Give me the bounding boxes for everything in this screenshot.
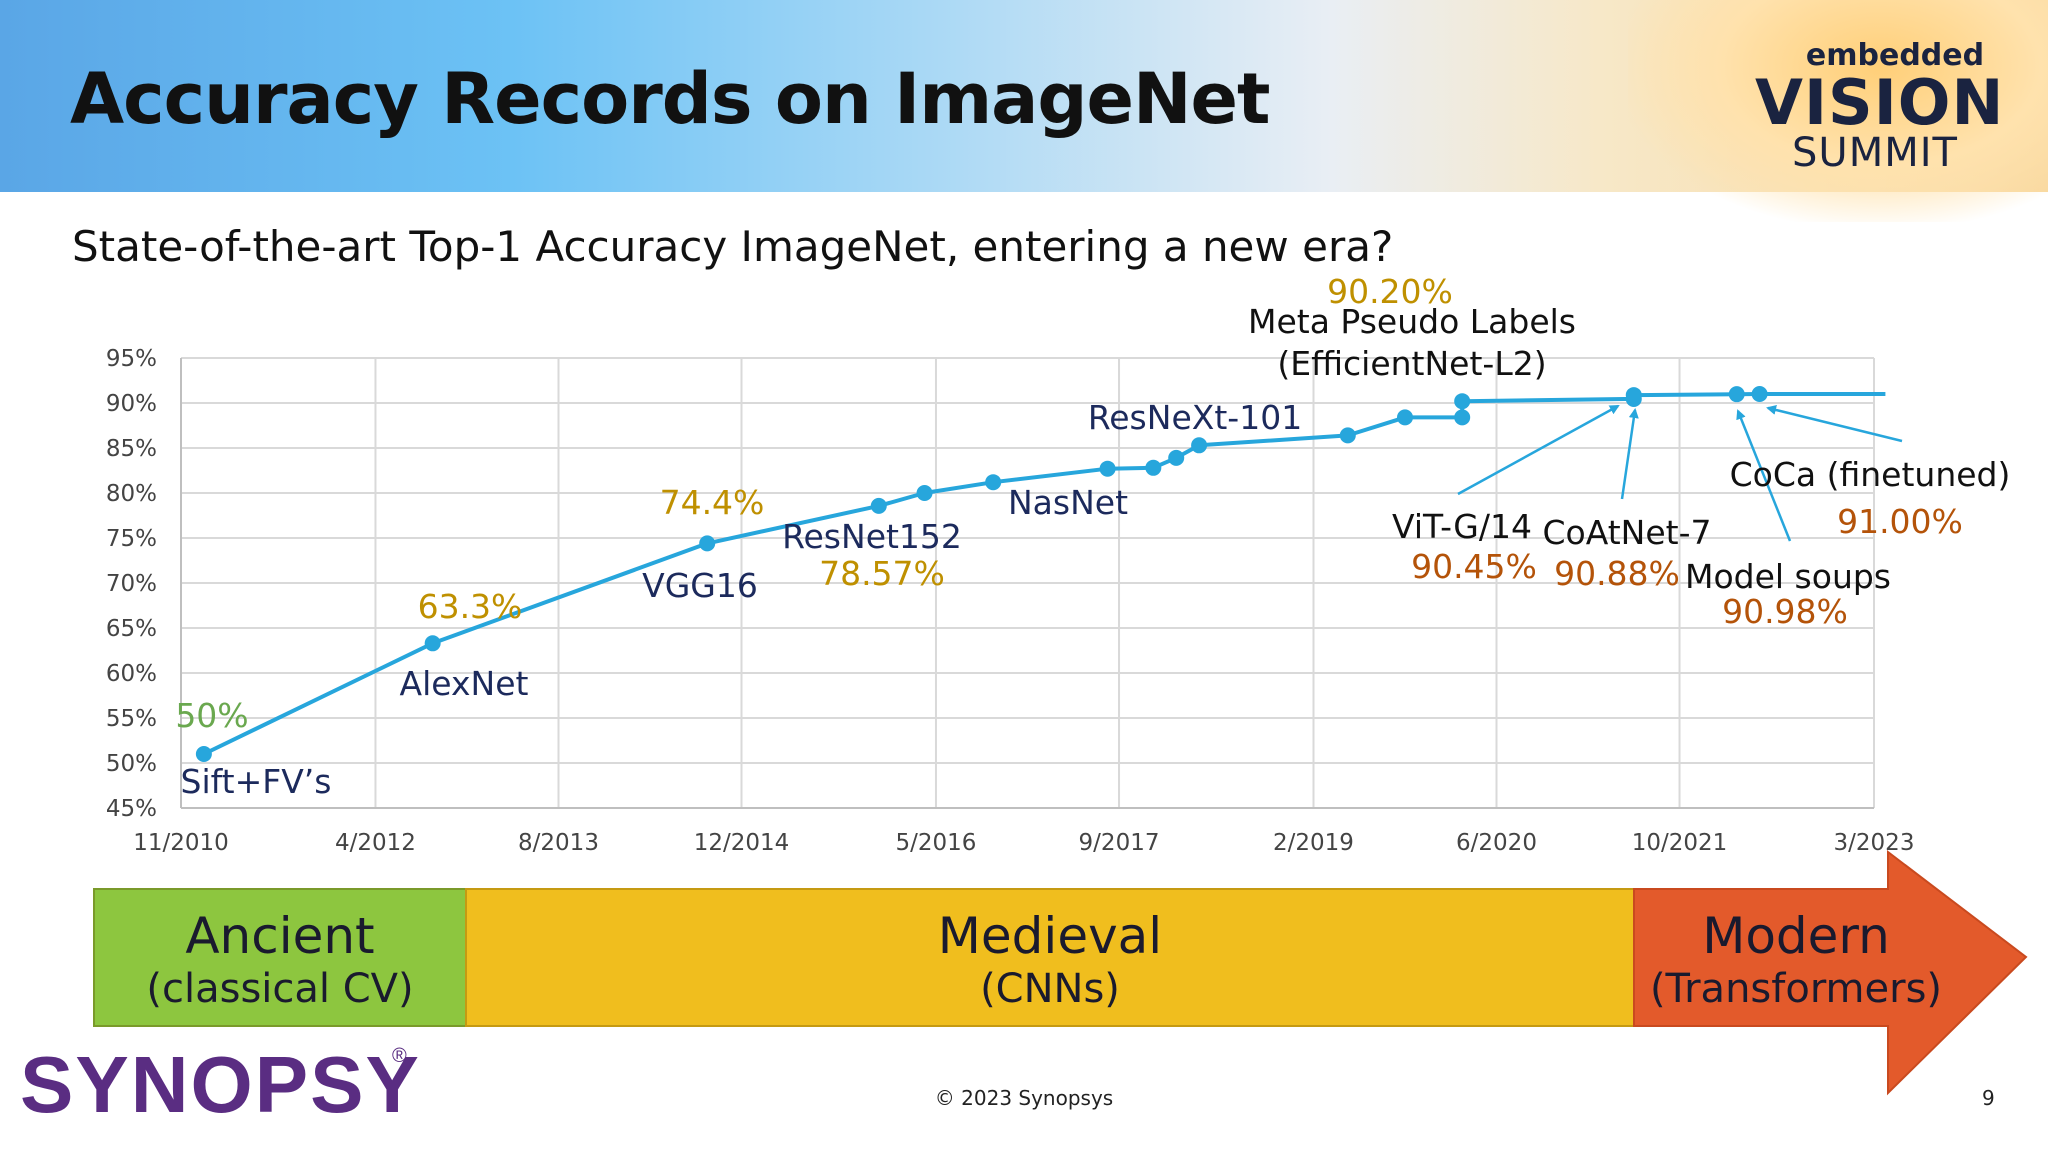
data-point (195, 746, 212, 762)
x-tick-label: 11/2010 (133, 830, 229, 856)
y-tick-label: 45% (106, 796, 157, 822)
data-point (1454, 393, 1471, 410)
registered-mark: ® (392, 1045, 407, 1067)
annotation-value: 50% (175, 696, 248, 735)
data-point (985, 474, 1002, 491)
annotation-arrow (1736, 409, 1792, 542)
annotation-value: 63.3% (418, 587, 523, 626)
logo-word-vision: VISION (1755, 66, 2005, 139)
data-point (1191, 437, 1208, 454)
data-point (916, 485, 933, 501)
annotation-name-line2: (EfficientNet-L2) (1277, 344, 1546, 383)
data-point (1339, 427, 1356, 444)
y-tick-label: 60% (106, 661, 157, 687)
logo-word-embedded: embedded (1805, 38, 1985, 73)
annotation-name: CoAtNet-7 (1543, 513, 1712, 552)
synopsys-logo-text: SYNOPSYS (20, 1040, 420, 1129)
logo-word-summit: SUMMIT (1792, 130, 1958, 176)
era-name: Modern (1702, 907, 1890, 965)
x-tick-label: 9/2017 (1079, 830, 1160, 856)
data-point (424, 635, 441, 652)
era-name: Ancient (185, 907, 374, 965)
x-tick-label: 2/2019 (1273, 830, 1354, 856)
data-point (1099, 460, 1116, 477)
chart-series (195, 386, 1886, 762)
y-tick-label: 95% (106, 346, 157, 372)
era-medieval-band (465, 888, 1635, 1027)
chart-grid (180, 357, 1875, 809)
data-point (1454, 409, 1471, 426)
annotation-name: ResNeXt-101 (1088, 398, 1302, 437)
header-decoration (1628, 0, 2048, 222)
era-detail: (Transformers) (1650, 966, 1942, 1012)
annotation-labels: Sift+FV’s 50% AlexNet 63.3% VGG16 74.4% ResNet… (175, 272, 2010, 801)
embedded-vision-summit-logo: embedded VISION SUMMIT (1755, 38, 2005, 178)
annotation-arrows (1457, 404, 1903, 542)
data-point (1625, 387, 1642, 404)
annotation-name: Sift+FV’s (181, 762, 332, 801)
y-tick-label: 80% (106, 481, 157, 507)
annotation-value: 78.57% (819, 554, 945, 593)
data-point (1728, 386, 1745, 403)
annotation-value: 90.20% (1327, 272, 1453, 311)
y-tick-label: 70% (106, 571, 157, 597)
era-detail: (CNNs) (980, 966, 1120, 1012)
page-title: Accuracy Records on ImageNet (70, 58, 1270, 140)
annotation-name: CoCa (finetuned) (1730, 455, 2011, 494)
data-point (1396, 409, 1413, 426)
y-axis-ticks: 45% 50% 55% 60% 65% 70% 75% 80% 85% 90% 95% (106, 346, 157, 822)
era-ancient-band (93, 888, 467, 1027)
x-tick-label: 12/2014 (694, 830, 790, 856)
y-tick-label: 50% (106, 751, 157, 777)
synopsys-logo: SYNOPSYS ® (20, 1040, 474, 1134)
chart-subtitle: State-of-the-art Top-1 Accuracy ImageNet… (72, 222, 1394, 271)
annotation-name: VGG16 (642, 566, 758, 605)
annotation-value: 90.98% (1722, 592, 1848, 631)
x-tick-label: 5/2016 (896, 830, 977, 856)
y-tick-label: 90% (106, 391, 157, 417)
x-tick-label: 8/2013 (518, 830, 599, 856)
annotation-name: ViT-G/14 (1392, 507, 1532, 546)
page-number: 9 (1982, 1086, 1995, 1110)
annotation-value: 74.4% (660, 483, 765, 522)
data-point (1145, 459, 1162, 476)
annotation-name: ResNet152 (782, 517, 962, 556)
y-tick-label: 55% (106, 706, 157, 732)
annotation-value: 90.45% (1411, 547, 1537, 586)
annotation-value: 90.88% (1554, 554, 1680, 593)
era-modern-arrow (1633, 849, 2028, 1096)
annotation-arrow (1766, 405, 1903, 443)
annotation-name: Meta Pseudo Labels (1248, 302, 1576, 341)
era-timeline: Ancient(classical CV) Medieval(CNNs) Moder… (93, 849, 2028, 1096)
y-tick-label: 75% (106, 526, 157, 552)
data-point (1751, 386, 1768, 402)
era-name: Medieval (938, 907, 1162, 965)
annotation-name: NasNet (1008, 483, 1128, 522)
y-tick-label: 65% (106, 616, 157, 642)
annotation-value: 91.00% (1837, 502, 1963, 541)
data-point (1168, 449, 1185, 466)
y-tick-label: 85% (106, 436, 157, 462)
annotation-arrow (1457, 404, 1620, 496)
x-tick-label: 6/2020 (1456, 830, 1537, 856)
era-detail: (classical CV) (146, 966, 413, 1012)
annotation-name: Model soups (1685, 557, 1891, 596)
annotation-arrow (1620, 408, 1639, 500)
data-point (699, 535, 716, 552)
data-point (870, 497, 887, 514)
x-axis-ticks: 11/2010 4/2012 8/2013 12/2014 5/2016 9/2017 2/… (133, 830, 1914, 856)
annotation-name: AlexNet (400, 664, 529, 703)
x-tick-label: 10/2021 (1632, 830, 1728, 856)
copyright: © 2023 Synopsys (934, 1086, 1114, 1110)
x-tick-label: 4/2012 (335, 830, 416, 856)
x-tick-label: 3/2023 (1834, 830, 1915, 856)
